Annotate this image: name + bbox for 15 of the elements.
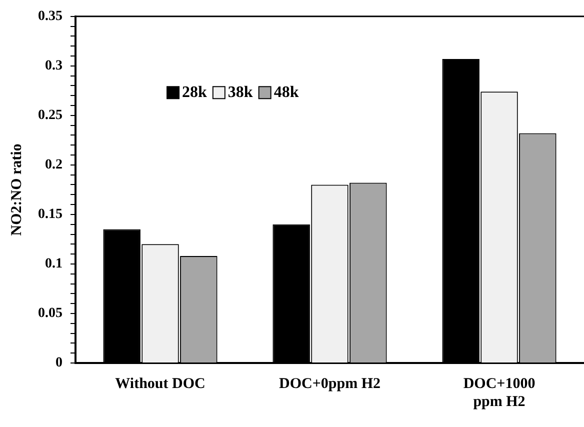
y-tick-label: 0.15	[38, 207, 62, 222]
x-tick-label: DOC+0ppm H2	[279, 376, 380, 392]
y-tick-label: 0.35	[38, 9, 62, 24]
y-tick-label: 0.3	[45, 58, 62, 74]
y-tick-label: 0.25	[38, 108, 62, 124]
legend-label: 38k	[228, 84, 253, 101]
y-tick-label: 0	[56, 356, 62, 371]
x-tick-label: Without DOC	[115, 376, 206, 392]
y-axis-title: NO2:NO ratio	[8, 144, 25, 236]
y-tick-label: 0.1	[45, 256, 62, 272]
legend-label: 28k	[182, 84, 208, 101]
y-tick-label: 0.2	[45, 158, 62, 173]
legend-label: 48k	[274, 84, 299, 101]
y-tick-label: 0.05	[38, 306, 62, 322]
x-tick-label: DOC+1000 ppm H2	[463, 376, 536, 410]
